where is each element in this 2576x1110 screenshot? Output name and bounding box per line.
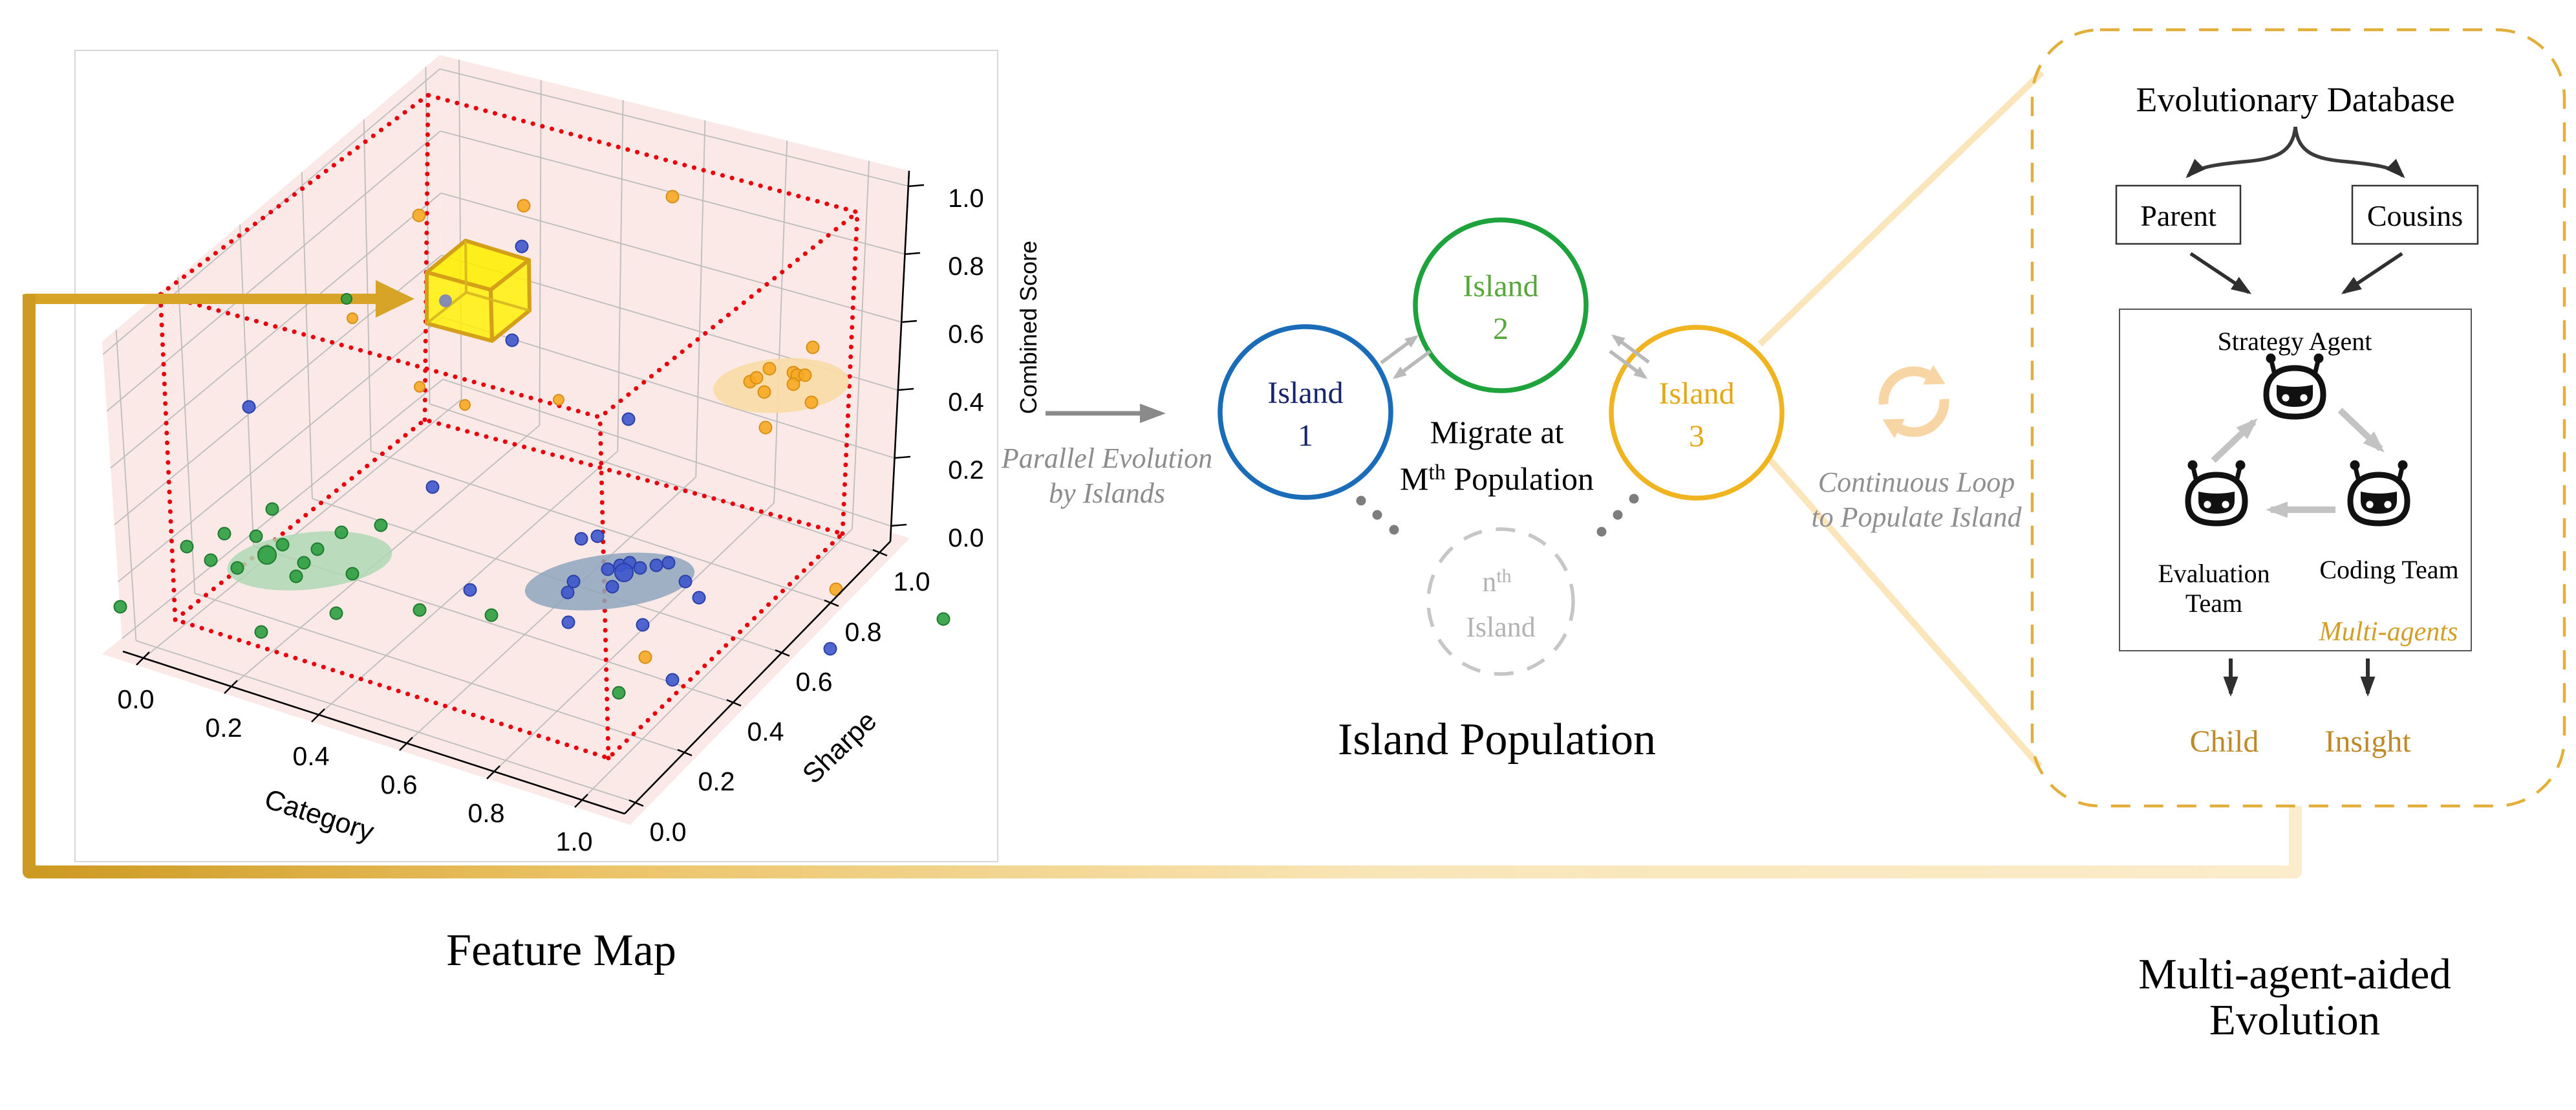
svg-text:Parallel Evolution: Parallel Evolution	[1001, 442, 1212, 474]
svg-text:Multi-agent-aided: Multi-agent-aided	[2138, 950, 2451, 998]
svg-text:0.8: 0.8	[948, 252, 984, 281]
svg-text:Island: Island	[1463, 269, 1538, 303]
svg-text:0.2: 0.2	[206, 713, 242, 743]
svg-text:by Islands: by Islands	[1049, 477, 1165, 509]
svg-text:0.4: 0.4	[293, 741, 330, 771]
svg-text:0.0: 0.0	[650, 817, 687, 847]
svg-text:2: 2	[1493, 312, 1508, 346]
svg-text:to Populate Island: to Populate Island	[1811, 501, 2022, 533]
svg-text:Migrate at: Migrate at	[1430, 414, 1564, 450]
svg-text:Strategy Agent: Strategy Agent	[2218, 327, 2372, 356]
svg-text:Feature Map: Feature Map	[446, 926, 676, 975]
svg-text:0.0: 0.0	[118, 684, 155, 714]
svg-text:Island Population: Island Population	[1338, 715, 1656, 765]
svg-text:Multi-agents: Multi-agents	[2319, 617, 2458, 647]
svg-text:0.4: 0.4	[948, 388, 984, 417]
svg-text:0.8: 0.8	[468, 798, 505, 828]
svg-text:0.6: 0.6	[948, 320, 984, 349]
svg-text:0.4: 0.4	[747, 717, 784, 746]
svg-text:Evolutionary Database: Evolutionary Database	[2136, 80, 2454, 119]
svg-text:Cousins: Cousins	[2367, 199, 2463, 232]
svg-text:Island: Island	[1267, 376, 1343, 410]
svg-text:0.6: 0.6	[796, 667, 833, 697]
svg-text:Child: Child	[2190, 724, 2259, 759]
svg-text:Team: Team	[2185, 589, 2242, 618]
svg-text:Evaluation: Evaluation	[2158, 559, 2270, 588]
svg-text:1.0: 1.0	[556, 827, 593, 856]
svg-text:Island: Island	[1658, 376, 1734, 411]
svg-text:0.2: 0.2	[698, 767, 735, 796]
svg-text:Parent: Parent	[2140, 199, 2216, 232]
svg-text:Evolution: Evolution	[2209, 996, 2380, 1044]
svg-text:Continuous Loop: Continuous Loop	[1818, 466, 2015, 498]
svg-text:0.8: 0.8	[845, 617, 882, 647]
svg-text:0.0: 0.0	[948, 524, 984, 552]
svg-text:3: 3	[1689, 419, 1704, 453]
svg-text:0.6: 0.6	[381, 770, 418, 800]
svg-text:Insight: Insight	[2324, 724, 2411, 759]
svg-text:1.0: 1.0	[948, 184, 984, 213]
svg-text:1.0: 1.0	[894, 567, 930, 596]
svg-text:Combined Score: Combined Score	[1015, 241, 1042, 414]
svg-text:Coding Team: Coding Team	[2319, 555, 2458, 584]
svg-text:1: 1	[1298, 419, 1313, 453]
svg-text:Island: Island	[1466, 611, 1536, 643]
svg-text:0.2: 0.2	[948, 456, 984, 484]
